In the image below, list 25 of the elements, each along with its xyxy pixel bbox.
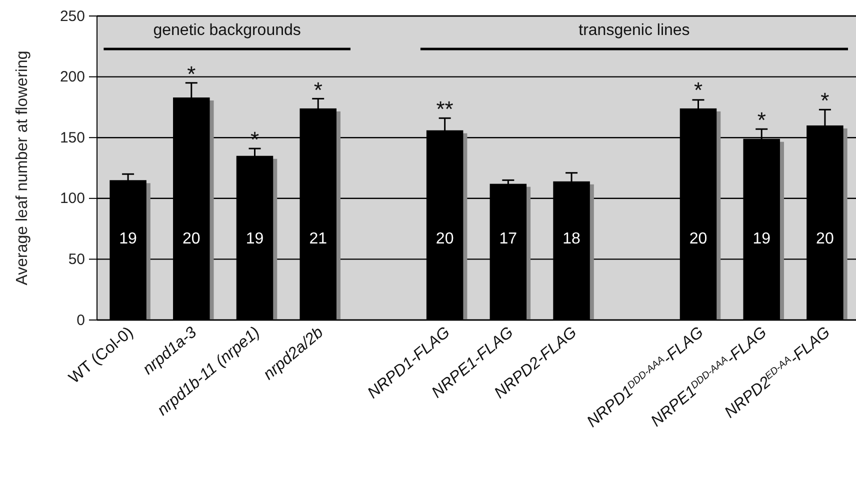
annotation: 20 [689, 230, 708, 248]
annotation: * [694, 77, 703, 102]
annotation: * [757, 108, 766, 133]
annotation: * [187, 61, 196, 86]
annotation: ** [436, 96, 454, 122]
annotation: 18 [562, 230, 581, 248]
annotation: 19 [119, 230, 138, 248]
annotation: * [314, 77, 323, 102]
annotation: * [820, 88, 830, 114]
annotation: 17 [499, 230, 518, 248]
y-axis-title: Average leaf number at flowering [14, 50, 31, 286]
annotation: 19 [752, 230, 771, 248]
annotation: 19 [246, 230, 264, 248]
annotation: transgenic lines [578, 22, 690, 39]
y-tick-label: 200 [60, 68, 85, 86]
y-tick-label: 250 [60, 8, 85, 25]
annotation: 20 [436, 230, 454, 248]
y-tick-label: 50 [68, 251, 85, 268]
annotation: 20 [816, 230, 834, 248]
y-tick-label: 150 [60, 129, 85, 146]
y-tick-label: 0 [76, 312, 85, 329]
annotation: genetic backgrounds [153, 22, 301, 39]
annotation: 20 [182, 230, 200, 248]
annotation: 21 [309, 230, 328, 248]
y-tick-label: 100 [60, 190, 85, 208]
